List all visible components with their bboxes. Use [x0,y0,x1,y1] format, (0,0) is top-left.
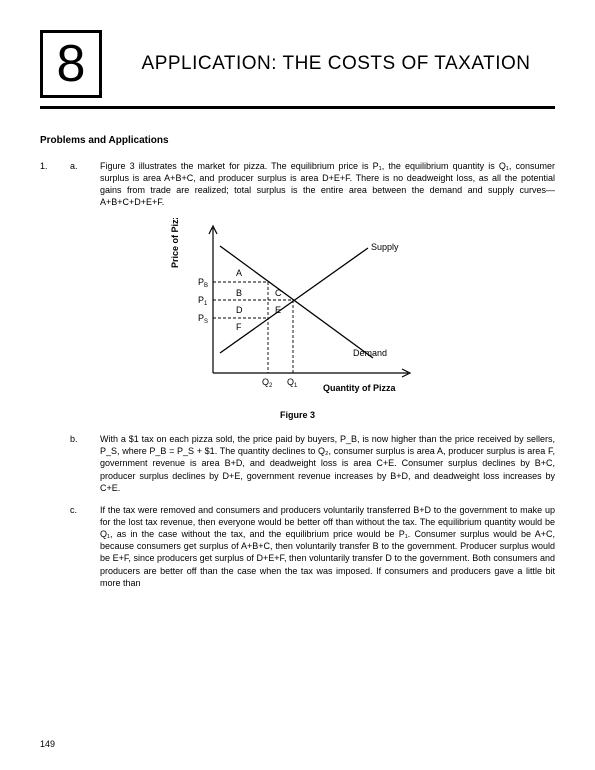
demand-label: Demand [353,348,387,358]
qty-tick: Q1 [287,377,298,389]
x-axis-label: Quantity of Pizza [323,383,397,393]
supply-label: Supply [371,242,399,252]
chapter-number: 8 [57,29,86,99]
problem-text: Figure 3 illustrates the market for pizz… [100,160,555,209]
region-label: D [236,305,243,315]
chapter-number-box: 8 [40,30,102,98]
problem-text: If the tax were removed and consumers an… [100,504,555,589]
region-label: F [236,322,242,332]
problem-item: 1. a. Figure 3 illustrates the market fo… [40,160,555,209]
problem-item: c. If the tax were removed and consumers… [40,504,555,589]
section-heading: Problems and Applications [40,134,555,148]
problem-letter: b. [70,433,100,494]
problem-number [40,433,70,494]
qty-tick: Q2 [262,377,273,389]
page-number: 149 [40,738,55,750]
price-tick: P1 [198,295,208,307]
horizontal-rule [40,106,555,109]
region-label: A [236,268,242,278]
region-label: B [236,288,242,298]
region-label: E [275,305,281,315]
problem-item: b. With a $1 tax on each pizza sold, the… [40,433,555,494]
chapter-header: 8 APPLICATION: THE COSTS OF TAXATION [40,30,555,98]
problem-number [40,504,70,589]
problem-number: 1. [40,160,70,209]
price-tick: PB [198,277,208,289]
supply-demand-chart: A B C D E F Supply Demand Price of Pizza… [158,218,438,403]
price-tick: PS [198,313,208,325]
y-axis-label: Price of Pizza [170,218,180,268]
chapter-title: APPLICATION: THE COSTS OF TAXATION [117,51,555,77]
problem-letter: c. [70,504,100,589]
problem-letter: a. [70,160,100,209]
figure-container: A B C D E F Supply Demand Price of Pizza… [40,218,555,403]
problem-text: With a $1 tax on each pizza sold, the pr… [100,433,555,494]
region-label: C [275,288,282,298]
figure-caption: Figure 3 [40,409,555,421]
